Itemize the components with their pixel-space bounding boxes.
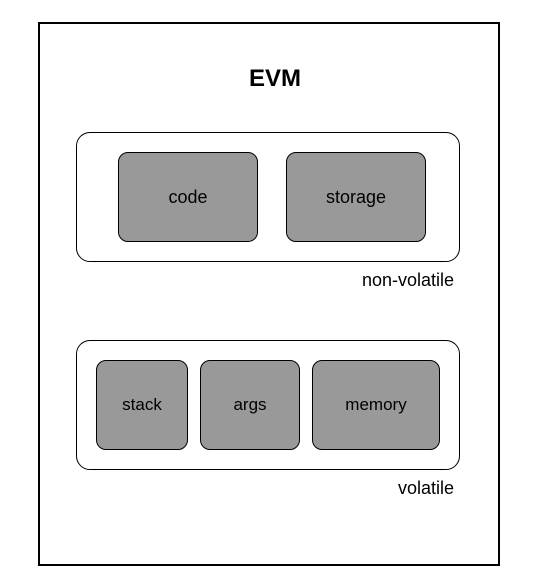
group-label-volatile: volatile (398, 478, 454, 499)
block-memory: memory (312, 360, 440, 450)
block-storage: storage (286, 152, 426, 242)
group-label-nonvolatile: non-volatile (362, 270, 454, 291)
diagram-title: EVM (225, 65, 325, 93)
block-args: args (200, 360, 300, 450)
block-stack: stack (96, 360, 188, 450)
block-code: code (118, 152, 258, 242)
